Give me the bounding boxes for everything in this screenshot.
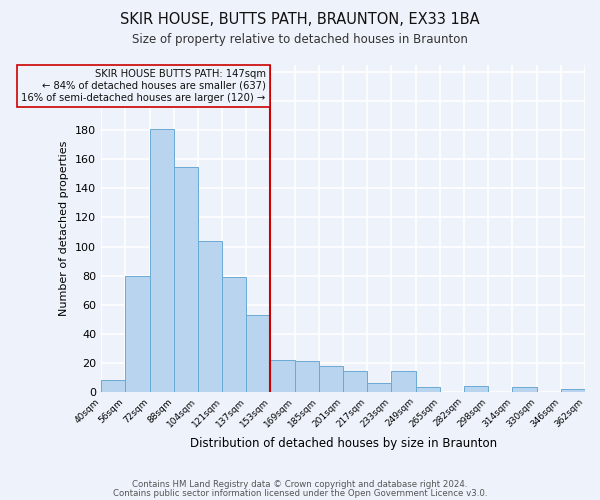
Bar [247,315,271,392]
Bar [149,129,174,392]
Bar [319,366,343,392]
Bar [343,372,367,392]
X-axis label: Distribution of detached houses by size in Braunton: Distribution of detached houses by size … [190,437,497,450]
Text: Size of property relative to detached houses in Braunton: Size of property relative to detached ho… [132,32,468,46]
Bar [512,388,536,392]
Bar [101,380,125,392]
Bar [271,360,295,392]
Bar [222,277,247,392]
Bar [367,383,391,392]
Bar [416,388,440,392]
Text: SKIR HOUSE, BUTTS PATH, BRAUNTON, EX33 1BA: SKIR HOUSE, BUTTS PATH, BRAUNTON, EX33 1… [120,12,480,28]
Bar [464,386,488,392]
Bar [295,361,319,392]
Bar [174,166,198,392]
Y-axis label: Number of detached properties: Number of detached properties [59,140,70,316]
Bar [561,389,585,392]
Text: Contains public sector information licensed under the Open Government Licence v3: Contains public sector information licen… [113,489,487,498]
Bar [125,276,149,392]
Text: Contains HM Land Registry data © Crown copyright and database right 2024.: Contains HM Land Registry data © Crown c… [132,480,468,489]
Bar [391,372,416,392]
Text: SKIR HOUSE BUTTS PATH: 147sqm
← 84% of detached houses are smaller (637)
16% of : SKIR HOUSE BUTTS PATH: 147sqm ← 84% of d… [22,70,266,102]
Bar [198,240,222,392]
